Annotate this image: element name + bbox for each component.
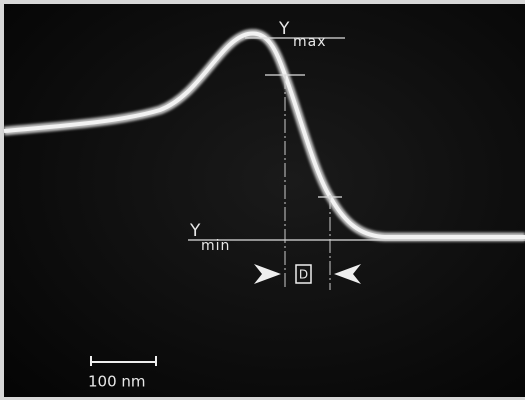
image-background — [4, 4, 525, 397]
width-label: D — [299, 268, 308, 282]
ymin-symbol: Y — [189, 221, 201, 241]
scale-bar-label: 100 nm — [88, 373, 146, 391]
ymax-symbol: Y — [278, 19, 290, 39]
ymax-subscript: max — [293, 34, 327, 50]
micrograph: Y max Y min D 100 nm — [0, 0, 525, 400]
ymin-subscript: min — [201, 238, 230, 254]
